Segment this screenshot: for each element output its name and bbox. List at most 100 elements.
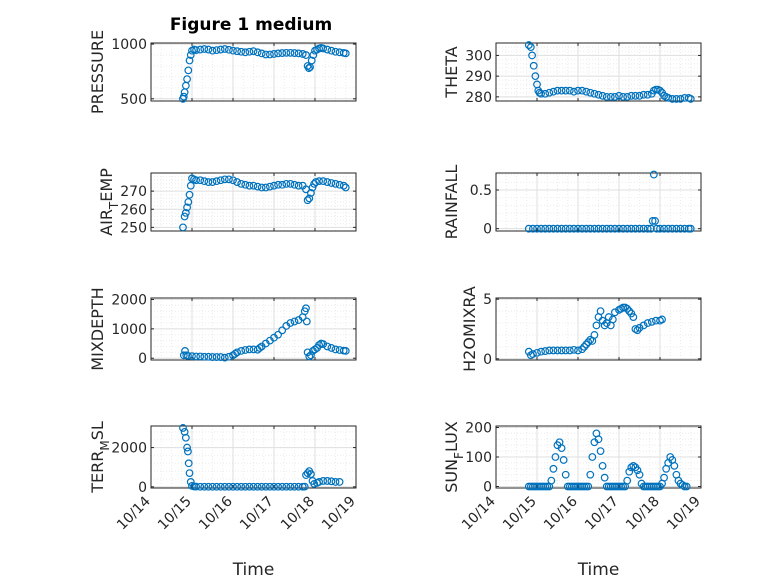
- data-point: [233, 178, 242, 186]
- data-point: [598, 316, 607, 325]
- data-point: [549, 346, 558, 355]
- data-point: [561, 224, 570, 233]
- data-point: [224, 482, 233, 491]
- data-point: [319, 340, 328, 349]
- data-point: [533, 348, 541, 357]
- x-axis-label: Time: [232, 560, 275, 580]
- data-point: [537, 347, 545, 356]
- data-point: [180, 212, 189, 221]
- data-point: [184, 66, 193, 75]
- data-point: [584, 482, 593, 491]
- data-point: [278, 49, 287, 57]
- data-point: [664, 93, 673, 102]
- data-point: [192, 482, 201, 491]
- data-point: [249, 47, 258, 56]
- data-point: [323, 477, 332, 485]
- data-point: [331, 478, 340, 486]
- data-point: [608, 315, 617, 324]
- data-point: [656, 86, 664, 95]
- data-point: [319, 44, 328, 53]
- data-point: [257, 482, 266, 491]
- data-point: [533, 224, 541, 233]
- data-point: [253, 482, 262, 491]
- data-point: [270, 181, 278, 190]
- data-point: [186, 181, 195, 190]
- axes-box: [495, 42, 702, 102]
- data-point: [315, 341, 324, 349]
- data-point: [584, 338, 593, 347]
- data-point: [179, 424, 187, 432]
- y-tick-label: 300: [465, 48, 492, 64]
- data-point: [339, 181, 348, 190]
- data-point: [208, 482, 217, 491]
- data-point: [643, 319, 652, 327]
- y-tick-label: 5: [483, 292, 492, 308]
- data-point: [529, 350, 537, 358]
- data-point: [578, 345, 586, 354]
- data-point: [245, 47, 254, 56]
- data-point: [541, 89, 550, 98]
- data-point: [565, 224, 574, 233]
- data-point: [245, 482, 254, 491]
- x-axis-label: Time: [577, 560, 620, 580]
- data-point: [537, 224, 545, 233]
- data-point: [541, 347, 550, 355]
- data-point: [611, 224, 619, 233]
- data-point: [294, 181, 303, 190]
- data-point: [204, 178, 213, 186]
- data-point: [631, 91, 640, 100]
- data-point: [196, 352, 205, 361]
- y-tick-label: 260: [120, 202, 147, 218]
- data-point: [623, 224, 632, 233]
- data-point: [305, 352, 314, 361]
- data-point: [331, 47, 340, 56]
- data-point: [639, 90, 648, 99]
- data-point: [204, 482, 213, 491]
- data-point: [303, 469, 312, 477]
- data-point: [212, 353, 221, 361]
- data-point: [594, 90, 603, 99]
- data-point: [220, 353, 229, 362]
- data-point: [231, 349, 239, 358]
- data-point: [629, 461, 638, 470]
- data-point: [625, 307, 634, 316]
- data-point: [672, 224, 681, 233]
- data-point: [224, 175, 233, 184]
- data-point: [192, 176, 201, 185]
- data-point: [686, 224, 695, 233]
- axes-box: [150, 425, 357, 489]
- data-point: [596, 307, 605, 316]
- subplot-rainfall: 0 0.5 RAINFALL: [442, 165, 702, 239]
- data-point: [278, 482, 287, 491]
- data-point: [570, 345, 578, 354]
- data-point: [185, 56, 194, 65]
- data-series: [179, 174, 350, 232]
- data-point: [535, 88, 544, 97]
- data-point: [664, 224, 673, 233]
- data-point: [531, 72, 540, 81]
- data-point: [574, 86, 582, 95]
- data-point: [261, 50, 270, 59]
- data-point: [648, 217, 657, 225]
- data-point: [200, 352, 209, 361]
- data-point: [257, 183, 266, 192]
- data-point: [188, 352, 196, 361]
- data-point: [282, 179, 291, 188]
- y-tick-label: 270: [120, 184, 147, 200]
- data-point: [635, 470, 644, 479]
- data-point: [286, 482, 295, 491]
- data-series: [524, 429, 691, 491]
- data-point: [561, 470, 570, 479]
- data-point: [261, 482, 270, 491]
- data-point: [590, 89, 599, 98]
- data-point: [196, 45, 205, 54]
- data-point: [586, 88, 595, 97]
- y-tick-label: 2000: [111, 292, 147, 308]
- y-tick-label: 0: [138, 480, 147, 496]
- data-point: [208, 178, 217, 186]
- data-point: [561, 86, 570, 95]
- data-point: [598, 224, 607, 233]
